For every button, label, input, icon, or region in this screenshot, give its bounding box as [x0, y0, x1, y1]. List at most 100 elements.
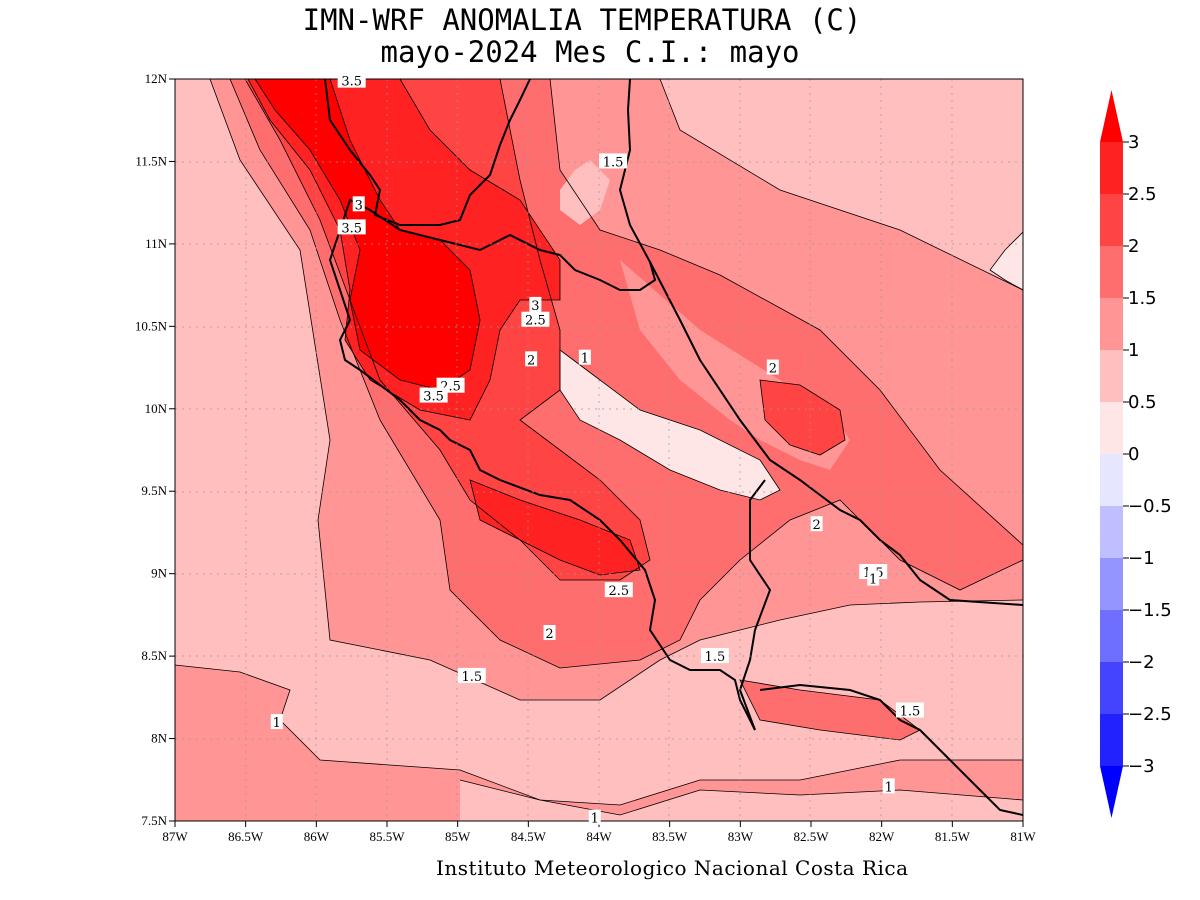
contour-label-bg	[521, 311, 550, 327]
lon-tick-label: 81W	[1010, 829, 1036, 844]
lat-tick-label: 7.5N	[141, 813, 167, 828]
colorbar-segment	[1100, 454, 1123, 506]
contour-panama	[739, 679, 921, 741]
field-south-2.5-3	[470, 480, 640, 575]
lon-tick-label: 84W	[586, 829, 612, 844]
lon-tick-label: 81.5W	[935, 829, 971, 844]
contour-label: 1.5	[705, 650, 726, 665]
contour-1-north	[659, 79, 1023, 291]
contour-label: 3	[355, 198, 363, 213]
colorbar-segment	[1100, 246, 1123, 298]
contour-label-bg	[882, 778, 895, 794]
lon-tick-label: 85.5W	[369, 829, 405, 844]
contour-south-2.5	[469, 479, 641, 576]
colorbar-tick-label: 1	[1128, 340, 1139, 361]
contour-label: 2	[813, 518, 821, 533]
colorbar-tick-label: 2.5	[1128, 184, 1157, 205]
colorbar-segment	[1100, 142, 1123, 194]
field-south-1-1.5	[175, 665, 1023, 821]
institution-credit: Instituto Meteorologico Nacional Costa R…	[436, 856, 909, 880]
lon-tick-label: 84.5W	[511, 829, 547, 844]
map-title: IMN-WRF ANOMALIA TEMPERATURA (C)	[302, 3, 862, 37]
lat-tick-label: 10.5N	[135, 318, 168, 333]
contour-label: 1	[885, 780, 893, 795]
contour-label: 1	[273, 716, 281, 731]
contour-label: 2	[769, 362, 777, 377]
lat-tick-label: 12N	[145, 71, 168, 86]
colorbar-segment	[1100, 714, 1123, 766]
contour-label: 3.5	[341, 75, 362, 90]
map-subtitle: mayo-2024 Mes C.I.: mayo	[380, 35, 800, 69]
field-south-edge	[460, 780, 1023, 821]
contour-label: 1	[591, 812, 599, 827]
colorbar-tick-label: −2.5	[1128, 704, 1172, 725]
lon-tick-label: 87W	[162, 829, 188, 844]
contour-label: 1.5	[461, 670, 482, 685]
contour-east	[989, 231, 1023, 291]
colorbar-segment	[1100, 194, 1123, 246]
field-caribbean-0-0.5	[560, 350, 780, 500]
coastlines	[324, 79, 1023, 816]
contour-label-bg	[270, 714, 283, 730]
colorbar-segment	[1100, 506, 1123, 558]
lat-tick-label: 11.5N	[135, 153, 167, 168]
lat-tick-label: 11N	[145, 236, 168, 251]
contour-1	[209, 79, 1023, 701]
contour-label: 2.5	[608, 584, 629, 599]
lon-tick-label: 86.5W	[228, 829, 264, 844]
contour-caribbean	[559, 349, 781, 501]
colorbar-bottom-arrow	[1100, 766, 1123, 818]
colorbar-segment	[1100, 558, 1123, 610]
border-panama	[738, 479, 772, 731]
field-gt3	[255, 79, 480, 390]
colorbar-tick-label: −2	[1128, 652, 1155, 673]
lon-tick-label: 85W	[445, 829, 471, 844]
lon-tick-label: 86W	[304, 829, 330, 844]
lon-tick-label: 83W	[728, 829, 754, 844]
colorbar-tick-label: 0	[1128, 444, 1139, 465]
lat-tick-label: 9N	[151, 566, 168, 581]
contour-label: 2	[527, 353, 535, 368]
contour-label: 2.5	[525, 314, 546, 329]
colorbar-tick-label: 1.5	[1128, 288, 1157, 309]
contour-label-bg	[604, 582, 633, 598]
colorbar-tick-label: −3	[1128, 756, 1155, 777]
contour-2	[244, 79, 651, 581]
contour-label-bg	[766, 359, 779, 375]
colorbar-tick-label: −1.5	[1128, 600, 1172, 621]
contour-1-south	[175, 664, 1023, 806]
contour-1.5	[229, 79, 1023, 669]
coastline-costa-rica	[328, 79, 756, 731]
contour-label-bg	[599, 153, 628, 169]
colorbar-segment	[1100, 402, 1123, 454]
contour-1.5-north	[549, 79, 1023, 546]
colorbar-segment	[1100, 610, 1123, 662]
contour-label-bg	[457, 667, 486, 683]
coastline-panama	[759, 683, 1023, 816]
contour-label-bg	[588, 809, 601, 825]
contour-labels: 3.51.533.532.52122.53.521.512.521.51.51.…	[270, 72, 924, 827]
colorbar-tick-label: 3	[1128, 132, 1139, 153]
contour-0.5-south	[459, 779, 1023, 816]
contour-label: 3.5	[423, 390, 444, 405]
colorbar-segment	[1100, 350, 1123, 402]
colorbar-tick-label: −0.5	[1128, 496, 1172, 517]
colorbar-segment	[1100, 298, 1123, 350]
contour-label-bg	[700, 648, 729, 664]
contour-label: 3.5	[341, 221, 362, 236]
contour-label-bg	[895, 702, 924, 718]
coastline-caribbean	[649, 261, 1023, 606]
coastline-nicaragua-lake	[324, 79, 531, 226]
contour-label: 1	[869, 573, 877, 588]
contour-label-bg	[337, 72, 366, 88]
contour-label-bg	[419, 387, 448, 403]
lat-tick-label: 8N	[151, 731, 168, 746]
contour-label-bg	[543, 625, 556, 641]
contour-label-bg	[352, 196, 365, 212]
colorbar-tick-label: −1	[1128, 548, 1155, 569]
contour-caribbean-2	[759, 379, 846, 456]
contour-label-bg	[529, 296, 542, 312]
colorbar-segment	[1100, 662, 1123, 714]
